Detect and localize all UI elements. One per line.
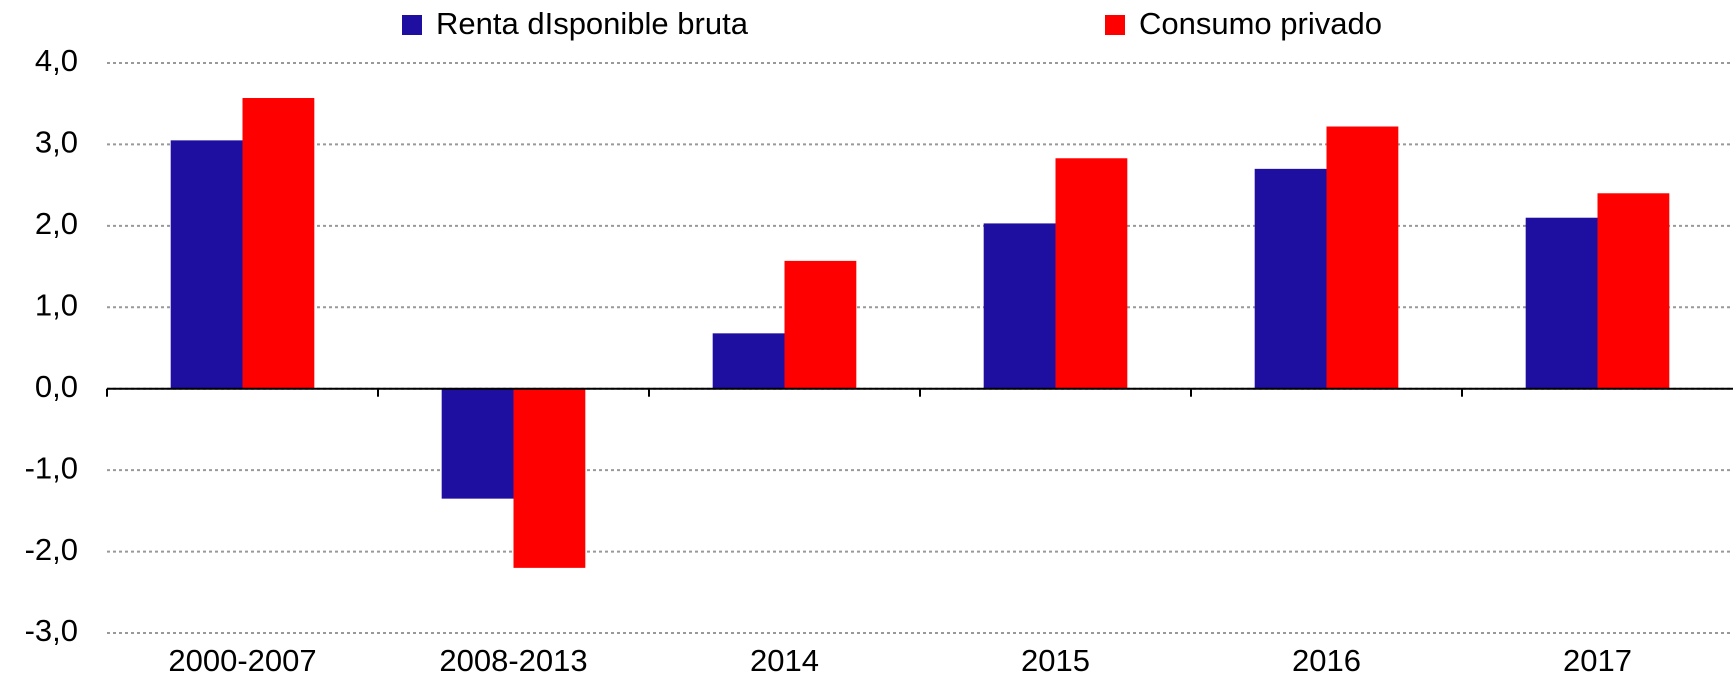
y-tick-label: 1,0 xyxy=(35,287,78,322)
bar xyxy=(242,98,315,389)
bar xyxy=(1597,193,1670,389)
bar xyxy=(1525,217,1598,389)
legend-swatch xyxy=(1105,15,1125,35)
bar xyxy=(784,260,857,389)
y-tick-label: -1,0 xyxy=(25,450,78,485)
x-tick-label: 2016 xyxy=(1292,643,1361,678)
legend-label: Consumo privado xyxy=(1139,6,1382,41)
x-tick-label: 2017 xyxy=(1563,643,1632,678)
x-tick-label: 2015 xyxy=(1021,643,1090,678)
bar xyxy=(712,333,785,389)
y-tick-label: 2,0 xyxy=(35,206,78,241)
legend-label: Renta dIsponible bruta xyxy=(436,6,749,41)
x-tick-label: 2000-2007 xyxy=(168,643,316,678)
x-tick-label: 2008-2013 xyxy=(439,643,587,678)
y-tick-label: 0,0 xyxy=(35,369,78,404)
bar xyxy=(1326,126,1399,389)
x-tick-label: 2014 xyxy=(750,643,819,678)
bar xyxy=(441,388,514,499)
bar xyxy=(1254,168,1327,389)
legend-swatch xyxy=(402,15,422,35)
y-tick-label: -2,0 xyxy=(25,532,78,567)
bar xyxy=(170,140,243,389)
bar xyxy=(1055,158,1128,389)
y-tick-label: 4,0 xyxy=(35,43,78,78)
y-tick-label: 3,0 xyxy=(35,125,78,160)
bar xyxy=(513,388,586,568)
bar xyxy=(983,223,1056,389)
y-tick-label: -3,0 xyxy=(25,613,78,648)
